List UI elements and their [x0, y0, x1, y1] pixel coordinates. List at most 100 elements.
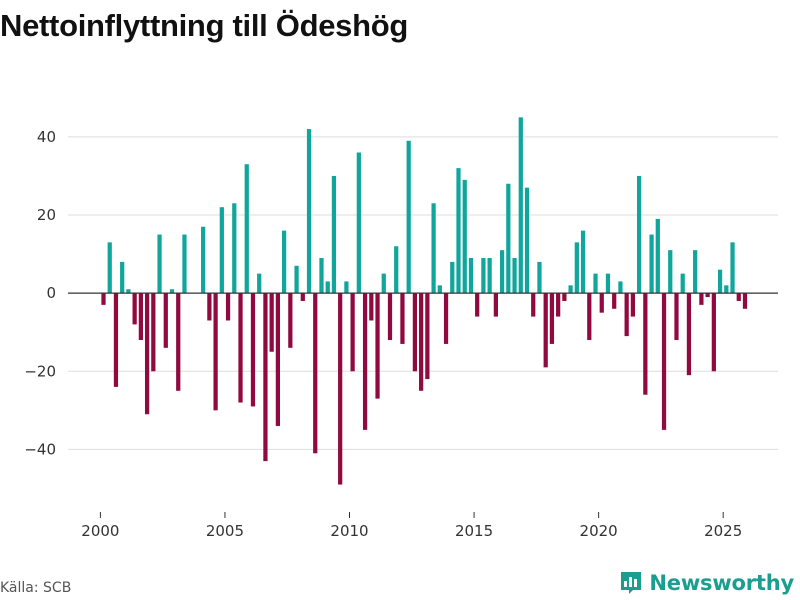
bar[interactable]: [412, 293, 418, 372]
bar[interactable]: [281, 230, 287, 294]
bar[interactable]: [238, 293, 243, 403]
bar[interactable]: [350, 293, 355, 372]
bar[interactable]: [661, 293, 667, 430]
bar[interactable]: [126, 289, 131, 294]
bar[interactable]: [157, 234, 162, 294]
bar[interactable]: [587, 293, 592, 341]
bar[interactable]: [624, 293, 629, 337]
bar[interactable]: [487, 257, 492, 294]
bar[interactable]: [369, 293, 374, 321]
bar[interactable]: [450, 261, 455, 294]
bar[interactable]: [113, 293, 119, 387]
bar[interactable]: [605, 273, 611, 294]
bar[interactable]: [705, 293, 710, 298]
bar[interactable]: [431, 203, 436, 294]
bar[interactable]: [556, 293, 561, 317]
bar[interactable]: [562, 293, 567, 301]
bar[interactable]: [686, 293, 692, 376]
bar[interactable]: [182, 234, 187, 294]
bar[interactable]: [176, 293, 181, 391]
bar[interactable]: [201, 226, 206, 294]
bar[interactable]: [419, 293, 424, 391]
bar[interactable]: [674, 293, 679, 341]
bar[interactable]: [257, 273, 262, 294]
bar[interactable]: [468, 257, 474, 294]
bar[interactable]: [512, 257, 517, 294]
bar[interactable]: [331, 175, 337, 294]
bar[interactable]: [344, 281, 349, 294]
bar[interactable]: [543, 293, 548, 368]
bar[interactable]: [213, 293, 218, 411]
bar[interactable]: [101, 293, 106, 305]
bar[interactable]: [475, 293, 480, 317]
bar[interactable]: [456, 168, 461, 294]
bar[interactable]: [163, 293, 168, 348]
bar[interactable]: [643, 293, 648, 395]
bar[interactable]: [394, 246, 399, 294]
bar[interactable]: [612, 293, 617, 309]
bar[interactable]: [375, 293, 380, 399]
bar[interactable]: [717, 269, 723, 294]
bar[interactable]: [244, 164, 249, 294]
bar[interactable]: [699, 293, 704, 305]
bar[interactable]: [219, 207, 224, 294]
bar[interactable]: [630, 293, 636, 317]
bar[interactable]: [462, 179, 467, 294]
bar[interactable]: [325, 281, 330, 294]
bar[interactable]: [232, 203, 237, 294]
bar[interactable]: [400, 293, 405, 344]
bar[interactable]: [338, 293, 343, 485]
bar[interactable]: [693, 250, 698, 294]
brand-logo[interactable]: Newsworthy: [619, 570, 794, 596]
bar[interactable]: [568, 285, 573, 294]
bar[interactable]: [724, 285, 729, 294]
bar[interactable]: [269, 293, 274, 352]
bar[interactable]: [120, 261, 125, 294]
bar[interactable]: [499, 250, 505, 294]
bar[interactable]: [144, 293, 150, 415]
bar[interactable]: [381, 273, 386, 294]
bar[interactable]: [362, 293, 368, 430]
bar[interactable]: [288, 293, 293, 348]
bar[interactable]: [680, 273, 685, 294]
bar[interactable]: [207, 293, 212, 321]
bar[interactable]: [493, 293, 498, 317]
bar[interactable]: [618, 281, 623, 294]
bar[interactable]: [524, 187, 530, 294]
bar[interactable]: [138, 293, 143, 341]
bar[interactable]: [506, 183, 511, 294]
bar[interactable]: [593, 273, 598, 294]
bar[interactable]: [668, 250, 673, 294]
bar[interactable]: [655, 218, 660, 294]
bar[interactable]: [549, 293, 555, 344]
bar[interactable]: [313, 293, 318, 454]
bar[interactable]: [169, 289, 175, 294]
bar[interactable]: [531, 293, 536, 317]
bar[interactable]: [711, 293, 716, 372]
bar[interactable]: [406, 140, 411, 294]
bar[interactable]: [537, 261, 542, 294]
bar[interactable]: [306, 129, 312, 294]
bar[interactable]: [481, 257, 486, 294]
bar[interactable]: [356, 152, 361, 294]
bar[interactable]: [387, 293, 393, 341]
bar[interactable]: [294, 265, 299, 294]
bar[interactable]: [742, 293, 748, 309]
bar[interactable]: [437, 285, 442, 294]
bar[interactable]: [275, 293, 281, 426]
bar[interactable]: [580, 230, 586, 294]
bar[interactable]: [518, 117, 523, 294]
bar[interactable]: [107, 242, 112, 294]
bar[interactable]: [599, 293, 604, 313]
bar[interactable]: [300, 293, 305, 301]
bar[interactable]: [132, 293, 137, 325]
bar[interactable]: [443, 293, 449, 344]
bar[interactable]: [425, 293, 430, 380]
bar[interactable]: [263, 293, 268, 462]
bar[interactable]: [319, 257, 324, 294]
bar[interactable]: [736, 293, 741, 301]
bar[interactable]: [225, 293, 231, 321]
bar[interactable]: [250, 293, 256, 407]
bar[interactable]: [636, 175, 642, 294]
bar[interactable]: [574, 242, 579, 294]
